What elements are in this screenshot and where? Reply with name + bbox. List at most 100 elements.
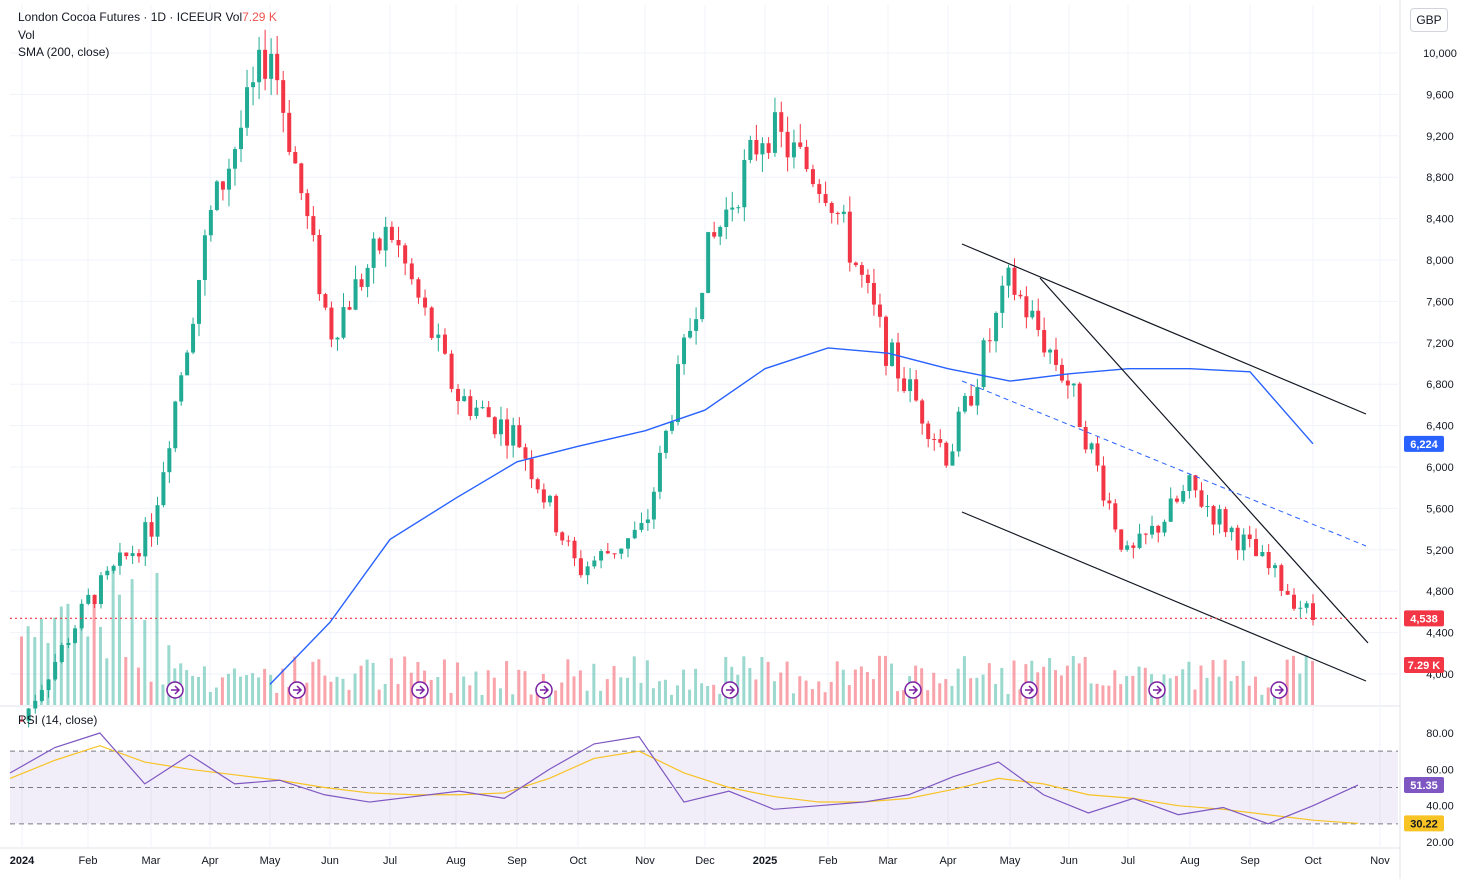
candle-body <box>994 312 999 342</box>
legend-sma: SMA (200, close) <box>18 45 110 59</box>
volume-bar <box>754 679 758 705</box>
volume-bar <box>523 671 527 705</box>
volume-bar <box>161 684 165 705</box>
volume-bar <box>994 683 998 705</box>
volume-bar <box>329 681 333 705</box>
volume-bar <box>498 688 502 705</box>
volume-bar <box>810 689 814 705</box>
volume-bar <box>772 681 776 705</box>
volume-bar <box>779 672 783 705</box>
candle-body <box>676 364 681 422</box>
volume-bar <box>1119 684 1123 705</box>
candle-body <box>46 679 51 691</box>
time-tick-label: Jun <box>321 855 339 867</box>
candle-body <box>1030 310 1035 318</box>
volume-bar <box>269 674 273 705</box>
candle-body <box>1162 521 1167 533</box>
candle-body <box>926 423 931 440</box>
time-tick-label: Nov <box>1370 855 1390 867</box>
volume-bar <box>347 689 351 705</box>
candle-body <box>1304 603 1309 608</box>
event-arrow-icon <box>293 685 303 695</box>
volume-bar <box>281 668 285 705</box>
event-arrow-icon <box>1153 685 1163 695</box>
candle-body <box>585 566 590 576</box>
volume-bar <box>1168 678 1172 705</box>
volume-bar <box>287 686 291 705</box>
volume-bar <box>847 685 851 705</box>
volume-bar <box>896 691 900 705</box>
currency-button[interactable]: GBP <box>1410 8 1448 32</box>
volume-bar <box>1174 675 1178 705</box>
candle-body <box>20 720 24 722</box>
volume-bar <box>1229 681 1233 705</box>
candle-body <box>572 540 577 559</box>
volume-bar <box>105 658 109 705</box>
candle-body <box>547 495 552 503</box>
volume-bar <box>317 659 321 705</box>
volume-bar <box>191 675 195 705</box>
candle-body <box>969 395 974 406</box>
candle-body <box>329 307 334 340</box>
volume-bar <box>1181 669 1185 705</box>
time-tick-label: Apr <box>201 855 218 867</box>
candle-body <box>1000 285 1005 313</box>
volume-bar <box>167 645 171 705</box>
volume-bar <box>66 603 70 705</box>
candle-body <box>474 407 479 416</box>
candle-body <box>535 479 540 490</box>
rsi-badge: 51.35 <box>1410 780 1438 792</box>
candle-body <box>226 168 231 190</box>
candle-body <box>149 522 154 537</box>
volume-bar <box>214 687 218 705</box>
candle-body <box>688 330 693 338</box>
time-tick-label: Dec <box>695 855 715 867</box>
candle-body <box>275 53 280 81</box>
candle-body <box>208 210 213 236</box>
volume-bar <box>572 676 576 705</box>
candle-body <box>1101 465 1106 501</box>
volume-bar <box>383 683 387 705</box>
candle-body <box>619 548 624 554</box>
candle-body <box>1012 267 1017 295</box>
sma-badge: 6,224 <box>1410 439 1438 451</box>
volume-bar <box>98 626 102 705</box>
volume-bar <box>396 683 400 705</box>
volume-bar <box>377 689 381 705</box>
time-tick-label: Feb <box>819 855 838 867</box>
volume-bar <box>1304 655 1308 705</box>
candle-body <box>111 565 116 571</box>
volume-bar <box>117 594 121 705</box>
volume-bar <box>492 677 496 705</box>
candle-body <box>1119 529 1124 550</box>
candle-body <box>511 425 516 446</box>
sma-line <box>269 347 1314 685</box>
time-tick-label: Apr <box>939 855 956 867</box>
candle-body <box>669 421 674 431</box>
candle-body <box>389 226 394 240</box>
volume-bar <box>1036 672 1040 705</box>
candle-body <box>920 400 925 424</box>
volume-bar <box>403 656 407 705</box>
candle-body <box>651 491 656 520</box>
volume-bar <box>1285 659 1289 705</box>
volume-bar <box>599 690 603 705</box>
volume-bar <box>1077 663 1081 705</box>
candle-body <box>377 238 382 251</box>
candle-body <box>335 337 340 340</box>
candle-body <box>896 342 901 379</box>
volume-bar <box>926 690 930 705</box>
volume-bar <box>149 681 153 705</box>
candle-body <box>257 49 262 83</box>
candle-body <box>810 169 815 185</box>
volume-bar <box>1083 656 1087 705</box>
volume-bar <box>1235 675 1239 705</box>
candle-body <box>293 152 298 164</box>
candle-body <box>1024 296 1029 318</box>
volume-bar <box>389 658 393 705</box>
volume-bar <box>560 682 564 705</box>
event-arrow-icon <box>171 685 181 695</box>
candle-body <box>26 708 31 721</box>
